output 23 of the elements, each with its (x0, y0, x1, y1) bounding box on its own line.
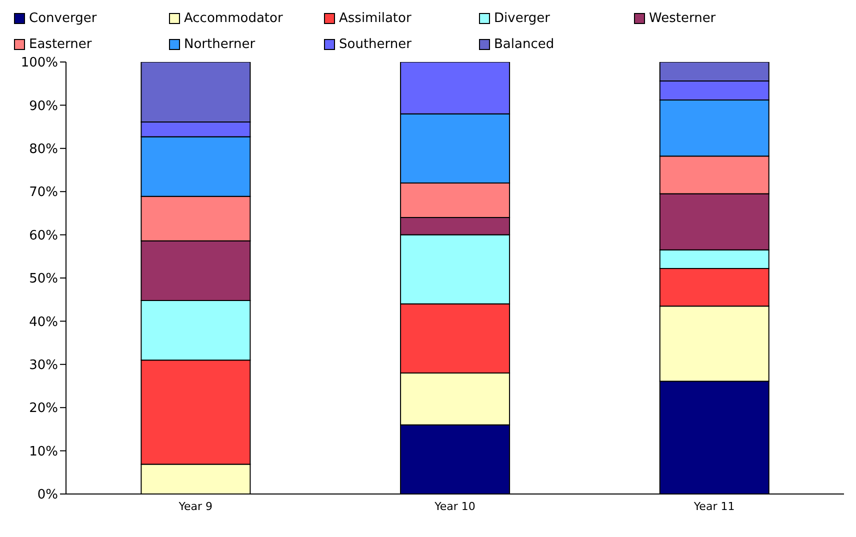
y-tick-label: 60% (29, 228, 58, 244)
y-tick-label: 30% (29, 358, 58, 374)
y-tick-label: 50% (29, 272, 58, 287)
y-tick-label: 20% (29, 401, 58, 416)
legend-label: Converger (29, 10, 97, 26)
legend-label: Assimilator (339, 10, 412, 26)
legend-label: Northerner (184, 36, 256, 52)
legend-label: Westerner (649, 10, 716, 26)
legend-label: Accommodator (184, 10, 283, 26)
y-tick-label: 10% (29, 444, 58, 460)
x-tick-label: Year 9 (178, 500, 213, 513)
legend-label: Southerner (339, 36, 412, 52)
y-tick-label: 0% (37, 488, 58, 503)
y-tick-label: 90% (29, 98, 58, 114)
y-tick-label: 40% (29, 314, 58, 330)
legend-label: Balanced (494, 36, 554, 52)
legend-label: Diverger (494, 10, 550, 26)
y-tick-label: 80% (29, 142, 58, 158)
y-tick-label: 100% (20, 56, 58, 71)
legend-label: Easterner (29, 36, 92, 52)
x-tick-label: Year 11 (692, 500, 735, 513)
x-tick-label: Year 10 (434, 500, 476, 513)
y-tick-label: 70% (29, 185, 58, 200)
